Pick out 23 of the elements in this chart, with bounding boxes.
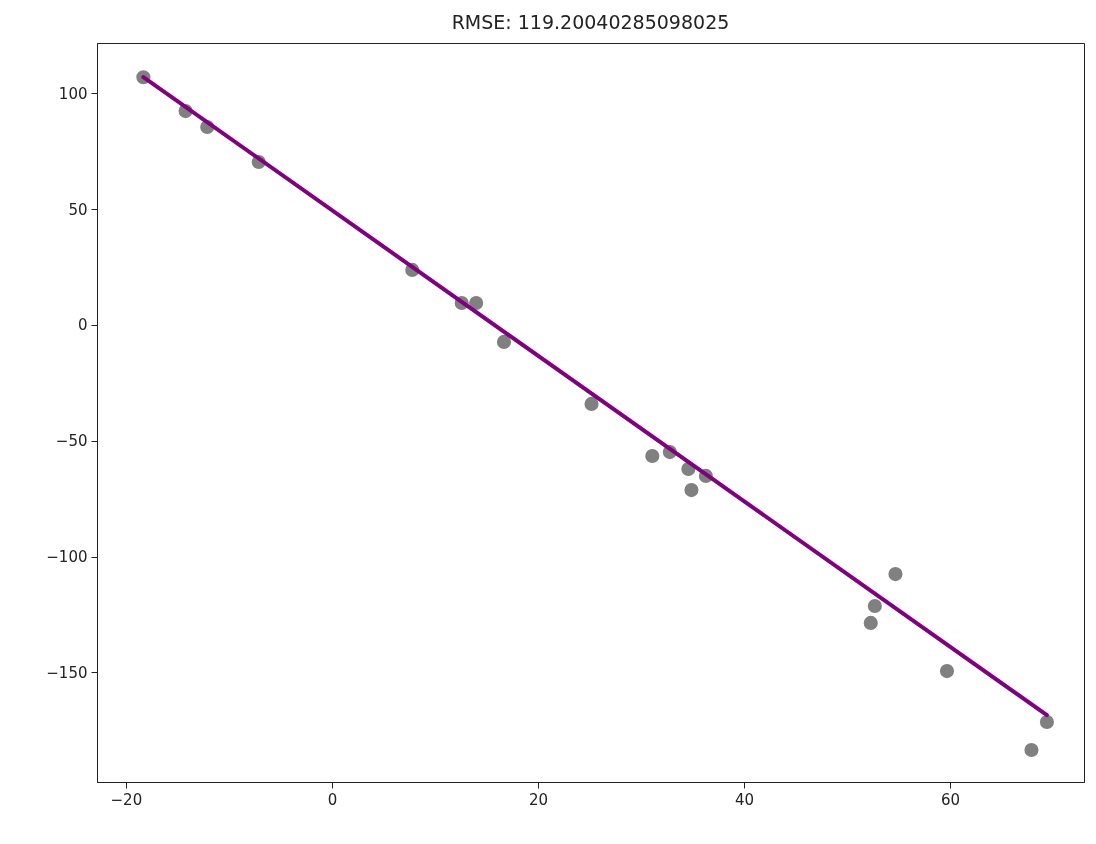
y-tick-label: −150 [46,663,88,682]
y-tick-label: −50 [55,432,88,451]
x-tick-label: −20 [110,790,143,809]
point [939,664,955,679]
point [888,567,903,582]
point [863,615,878,631]
x-tick-label: 0 [327,790,338,809]
point [1024,742,1039,758]
point [1039,714,1054,730]
x-tick-label: 40 [734,790,755,809]
point [867,598,882,614]
x-tick-label: 20 [528,790,548,809]
y-tick-label: 0 [77,316,88,335]
x-tick-label: 60 [941,790,961,809]
point [469,295,484,311]
chart-title: RMSE: 119.20040285098025 [451,11,730,33]
y-tick-label: −100 [46,548,88,566]
point [496,334,512,349]
point [584,396,599,411]
point [684,483,699,498]
point [645,448,660,464]
y-tick-label: 100 [58,84,88,103]
y-tick-label: 50 [68,200,88,219]
